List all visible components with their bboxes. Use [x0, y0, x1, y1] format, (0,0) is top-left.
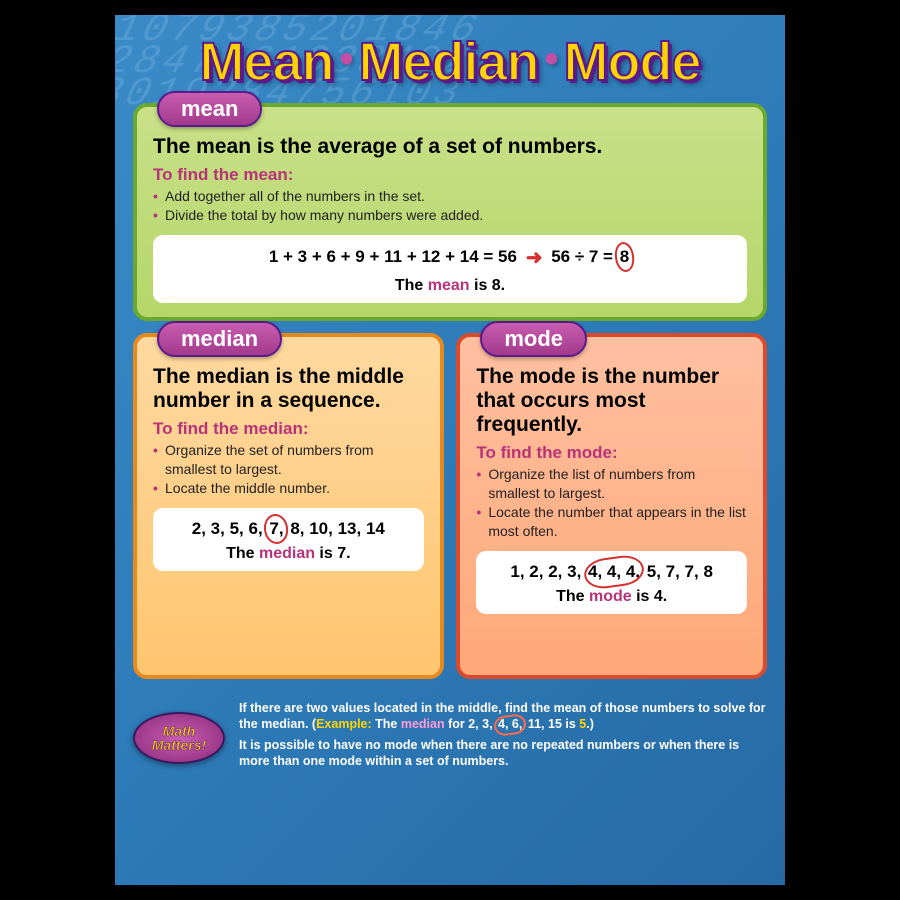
mode-example: 1, 2, 2, 3, 4, 4, 4, 5, 7, 7, 8 The mode…	[476, 551, 747, 615]
mean-eq-left: 1 + 3 + 6 + 9 + 11 + 12 + 14 = 56	[269, 247, 517, 266]
median-result-pre: The	[226, 545, 259, 562]
median-answer-circled: 7,	[267, 516, 285, 542]
bullet-icon: •	[339, 37, 352, 81]
mean-answer-circled: 8	[618, 244, 631, 270]
arrow-icon: ➜	[526, 247, 543, 269]
bullet-icon: •	[545, 37, 558, 81]
mean-eq-right: 56 ÷ 7 =	[551, 247, 613, 266]
mean-steps: Add together all of the numbers in the s…	[153, 187, 747, 225]
mode-result-pre: The	[556, 588, 589, 605]
mode-step-2: Locate the number that appears in the li…	[476, 503, 747, 541]
median-card: median The median is the middle number i…	[133, 333, 444, 679]
median-subhead: To find the median:	[153, 419, 424, 439]
median-result-post: is 7.	[315, 545, 351, 562]
median-definition: The median is the middle number in a seq…	[153, 365, 424, 413]
math-matters-badge: MathMatters!	[133, 712, 225, 764]
mode-result-word: mode	[589, 588, 632, 605]
badge-line-2: Matters!	[152, 737, 206, 753]
mean-step-2: Divide the total by how many numbers wer…	[153, 206, 747, 225]
poster: 0107938520184692847561038492730192847561…	[115, 15, 785, 885]
mode-seq-pre: 1, 2, 2, 3,	[510, 562, 581, 581]
mode-result-post: is 4.	[632, 588, 668, 605]
main-title: Mean•Median•Mode	[133, 31, 767, 93]
median-steps: Organize the set of numbers from smalles…	[153, 441, 424, 498]
footer-note-1: If there are two values located in the m…	[239, 701, 767, 732]
mode-definition: The mode is the number that occurs most …	[476, 365, 747, 437]
footer-notes: If there are two values located in the m…	[239, 701, 767, 776]
mean-pill: mean	[157, 91, 262, 127]
footer: MathMatters! If there are two values loc…	[133, 701, 767, 776]
mean-card: mean The mean is the average of a set of…	[133, 103, 767, 321]
median-step-1: Organize the set of numbers from smalles…	[153, 441, 424, 479]
median-example: 2, 3, 5, 6, 7, 8, 10, 13, 14 The median …	[153, 508, 424, 572]
mode-seq-post: 5, 7, 7, 8	[647, 562, 713, 581]
median-pill: median	[157, 321, 282, 357]
mean-result-pre: The	[395, 277, 428, 294]
mode-step-1: Organize the list of numbers from smalle…	[476, 465, 747, 503]
median-step-2: Locate the middle number.	[153, 479, 424, 498]
median-result-word: median	[259, 545, 315, 562]
mean-result-post: is 8.	[470, 277, 506, 294]
mode-pill: mode	[480, 321, 587, 357]
mean-step-1: Add together all of the numbers in the s…	[153, 187, 747, 206]
mode-steps: Organize the list of numbers from smalle…	[476, 465, 747, 541]
mode-card: mode The mode is the number that occurs …	[456, 333, 767, 679]
mean-subhead: To find the mean:	[153, 165, 747, 185]
title-word-2: Median	[359, 32, 539, 92]
mode-subhead: To find the mode:	[476, 443, 747, 463]
mean-definition: The mean is the average of a set of numb…	[153, 135, 747, 159]
footer-note-2: It is possible to have no mode when ther…	[239, 738, 767, 769]
mean-example: 1 + 3 + 6 + 9 + 11 + 12 + 14 = 56 ➜ 56 ÷…	[153, 235, 747, 303]
median-seq-post: 8, 10, 13, 14	[290, 519, 385, 538]
mode-answer-circled: 4, 4, 4,	[586, 559, 642, 585]
median-seq-pre: 2, 3, 5, 6,	[192, 519, 263, 538]
title-word-3: Mode	[564, 32, 701, 92]
title-word-1: Mean	[199, 32, 333, 92]
mean-result-word: mean	[428, 277, 470, 294]
